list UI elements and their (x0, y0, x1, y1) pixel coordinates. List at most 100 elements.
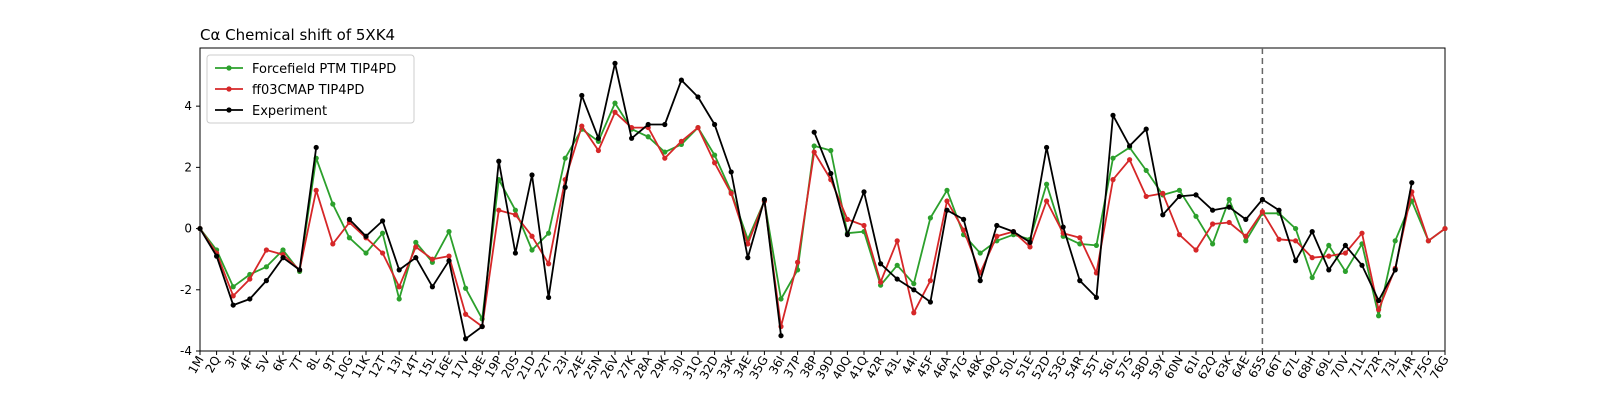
data-point (1309, 229, 1315, 235)
data-point (994, 233, 1000, 239)
data-point (911, 310, 917, 316)
data-point (1442, 225, 1448, 232)
data-point (1193, 192, 1199, 198)
data-point (263, 247, 269, 253)
data-point (629, 135, 635, 141)
data-point (1143, 167, 1149, 174)
data-point (861, 189, 867, 195)
data-point (1044, 144, 1050, 151)
data-point (1243, 238, 1249, 244)
data-point (645, 134, 651, 140)
data-point (263, 278, 269, 284)
data-point (529, 172, 535, 178)
data-point (230, 284, 236, 290)
data-point (1359, 230, 1365, 236)
data-point (446, 258, 452, 264)
data-point (230, 293, 236, 299)
data-point (1376, 297, 1382, 304)
data-point (678, 138, 685, 144)
data-point (612, 109, 618, 115)
data-point (944, 187, 950, 193)
data-point (1010, 229, 1017, 235)
data-point (1326, 253, 1332, 259)
data-point (1143, 126, 1149, 132)
data-point (1342, 242, 1348, 249)
data-point (944, 207, 950, 213)
data-point (595, 147, 602, 154)
data-point (712, 160, 718, 166)
data-point (546, 261, 552, 267)
data-point (1110, 177, 1116, 183)
data-point (529, 247, 535, 253)
data-point (712, 152, 718, 158)
data-point (1342, 250, 1348, 256)
data-point (1259, 196, 1265, 203)
data-point (214, 253, 220, 259)
data-point (280, 247, 286, 253)
data-point (363, 250, 369, 256)
data-point (1293, 238, 1299, 244)
data-point (1093, 242, 1099, 249)
data-point (828, 147, 834, 154)
data-point (562, 155, 568, 161)
y-tick-label: -4 (180, 344, 192, 358)
data-point (944, 198, 950, 204)
data-point (977, 250, 983, 256)
data-point (463, 285, 469, 291)
data-point (1210, 221, 1216, 227)
data-point (1226, 196, 1232, 203)
series-line (199, 102, 1446, 320)
data-point (1060, 224, 1066, 230)
data-point (961, 227, 967, 233)
data-point (1376, 307, 1382, 313)
data-point (911, 287, 917, 293)
data-point (612, 100, 618, 106)
data-point (413, 255, 419, 261)
x-tick-label: 7T (287, 353, 307, 374)
data-point (1210, 241, 1216, 247)
data-point (778, 333, 784, 339)
data-point (396, 267, 402, 273)
data-point (446, 229, 452, 235)
data-point (346, 235, 352, 241)
data-point (844, 216, 851, 222)
data-point (1176, 232, 1182, 238)
x-tick-label: 6K (270, 353, 290, 374)
x-tick-label: 2Q (203, 354, 224, 376)
data-point (1309, 255, 1315, 261)
legend-swatch-marker (226, 86, 232, 92)
data-point (795, 259, 801, 265)
data-point (828, 170, 834, 177)
data-point (811, 129, 817, 135)
series-line (199, 111, 1446, 328)
data-point (396, 284, 402, 290)
data-point (1326, 242, 1332, 249)
data-point (1193, 247, 1199, 253)
data-point (927, 278, 934, 284)
data-point (878, 279, 884, 285)
data-point (429, 284, 435, 290)
axes: -4-20241M2Q3I4F5V6K7T8L9T10G11K12T13I14T… (180, 47, 1452, 382)
data-point (297, 267, 303, 273)
data-point (247, 296, 253, 302)
data-point (413, 239, 419, 245)
data-point (263, 264, 269, 270)
data-point (811, 149, 817, 155)
data-point (1160, 212, 1166, 218)
data-point (894, 262, 900, 268)
data-point (1425, 238, 1431, 244)
data-point (645, 121, 651, 128)
data-point (1193, 213, 1199, 219)
data-point (1409, 180, 1415, 186)
data-point (977, 278, 983, 284)
data-point (1243, 233, 1249, 239)
data-point (463, 311, 469, 317)
data-point (512, 250, 519, 256)
plot-frame (199, 47, 1446, 352)
data-point (1027, 244, 1033, 250)
data-point (1044, 198, 1050, 204)
data-point (496, 158, 502, 164)
data-point (1309, 274, 1315, 281)
data-point (413, 244, 419, 250)
y-tick-label: 4 (184, 99, 192, 113)
